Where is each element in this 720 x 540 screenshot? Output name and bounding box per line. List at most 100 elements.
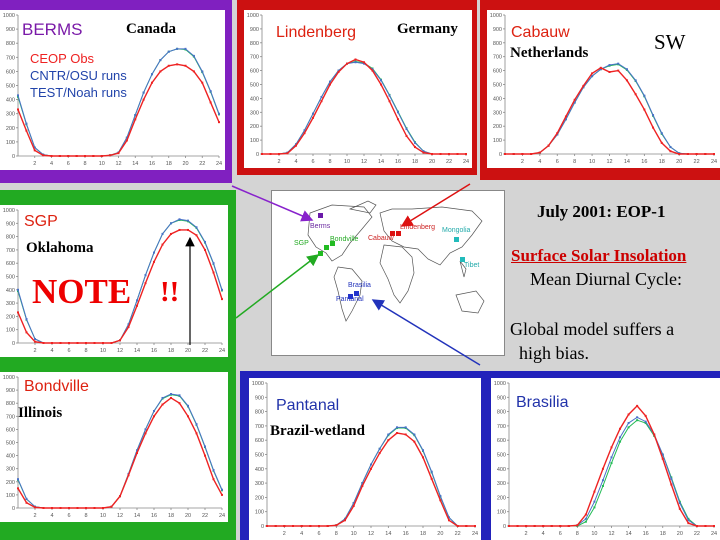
point-obs	[582, 84, 585, 87]
point-cntr	[218, 112, 220, 115]
point-obs	[397, 118, 399, 121]
point-cntr	[608, 64, 611, 67]
point-cntr	[142, 91, 145, 94]
point-obs	[92, 155, 95, 157]
point-cntr	[134, 114, 137, 117]
point-obs	[110, 505, 113, 508]
point-obs	[593, 490, 596, 493]
y-tick-label: 400	[493, 96, 502, 102]
point-cntr	[159, 59, 162, 62]
x-tick-label: 24	[463, 159, 469, 165]
x-tick-label: 24	[219, 513, 225, 519]
point-obs	[170, 232, 172, 235]
region-label-lindenberg: Germany	[397, 21, 458, 37]
point-cntr	[636, 416, 639, 419]
point-cntr	[591, 75, 594, 78]
chart-panel-lindenberg: 0 100 200 300 400 500 600 700 800 900 1000 2 4 6 8 10 12…	[244, 10, 472, 168]
point-cntr	[125, 136, 128, 139]
world-map: Berms Bondville SGP Lindenberg Cabauw Mo…	[271, 190, 505, 356]
point-cntr	[153, 251, 155, 254]
point-obs	[678, 153, 681, 155]
site-label-sgp: SGP	[24, 213, 58, 230]
point-obs	[84, 155, 86, 157]
y-tick-label: 600	[255, 438, 264, 444]
region-label-pantanal: Brazil-wetland	[270, 423, 365, 439]
point-obs	[547, 144, 550, 147]
point-cntr	[178, 218, 181, 221]
site-label-berms: BERMS	[22, 20, 83, 39]
point-obs	[51, 507, 53, 509]
point-cntr	[556, 133, 559, 136]
y-tick-label: 200	[255, 495, 264, 501]
point-obs	[33, 149, 36, 152]
y-tick-label: 500	[493, 83, 502, 89]
chart-panel-berms: 0 100 200 300 400 500 600 700 800 900 1000 2 4 6 8 10 12…	[0, 10, 225, 170]
point-obs	[521, 153, 524, 155]
x-tick-label: 18	[168, 348, 174, 354]
x-tick-label: 6	[559, 531, 562, 537]
x-tick-label: 18	[168, 513, 174, 519]
point-cntr	[448, 516, 450, 519]
site-marker-tibet	[460, 257, 465, 262]
y-tick-label: 400	[6, 98, 15, 104]
point-obs	[371, 69, 374, 72]
x-tick-label: 4	[538, 159, 541, 165]
x-tick-label: 14	[385, 531, 391, 537]
point-cntr	[184, 47, 187, 50]
point-cntr	[17, 288, 19, 291]
point-cntr	[25, 318, 28, 321]
series-line-obs	[267, 432, 475, 527]
exclaim-label: !!	[160, 276, 180, 308]
point-obs	[153, 260, 155, 263]
y-tick-label: 0	[12, 341, 15, 347]
y-tick-label: 1000	[3, 375, 15, 381]
point-obs	[413, 440, 416, 443]
point-obs	[195, 234, 198, 237]
point-obs	[474, 525, 476, 527]
y-tick-label: 0	[499, 152, 502, 158]
map-label-berms: Berms	[310, 223, 331, 230]
point-obs	[564, 115, 567, 118]
point-cntr	[413, 433, 416, 436]
point-cntr	[610, 456, 613, 459]
point-obs	[34, 506, 36, 509]
y-tick-label: 200	[6, 126, 15, 132]
point-cntr	[573, 101, 576, 104]
point-obs	[669, 150, 672, 153]
point-obs	[456, 525, 459, 527]
point-obs	[713, 153, 715, 155]
point-obs	[59, 507, 62, 509]
y-tick-label: 900	[250, 27, 259, 33]
x-tick-label: 14	[134, 513, 140, 519]
point-obs	[567, 525, 570, 527]
point-obs	[221, 493, 223, 496]
point-obs	[117, 152, 120, 155]
x-tick-label: 12	[117, 348, 123, 354]
y-tick-label: 400	[6, 288, 15, 294]
x-tick-label: 16	[403, 531, 409, 537]
point-test	[627, 426, 630, 429]
point-obs	[170, 396, 172, 399]
y-tick-label: 600	[497, 438, 506, 444]
x-tick-label: 22	[694, 159, 700, 165]
x-tick-label: 4	[294, 159, 297, 165]
point-obs	[42, 342, 45, 344]
y-tick-label: 0	[261, 524, 264, 530]
x-tick-label: 18	[412, 159, 418, 165]
legend-test: TEST/Noah runs	[30, 85, 127, 100]
point-obs	[269, 153, 272, 155]
point-obs	[318, 525, 320, 527]
point-obs	[431, 153, 433, 155]
point-cntr	[192, 54, 195, 57]
x-tick-label: 14	[132, 161, 138, 167]
x-tick-label: 16	[151, 513, 157, 519]
y-tick-label: 0	[12, 154, 15, 160]
y-tick-label: 1000	[3, 13, 15, 19]
point-cntr	[25, 497, 28, 500]
point-cntr	[593, 500, 596, 503]
point-cntr	[144, 274, 147, 277]
point-obs	[151, 81, 153, 84]
series-line-cntr	[509, 416, 714, 527]
